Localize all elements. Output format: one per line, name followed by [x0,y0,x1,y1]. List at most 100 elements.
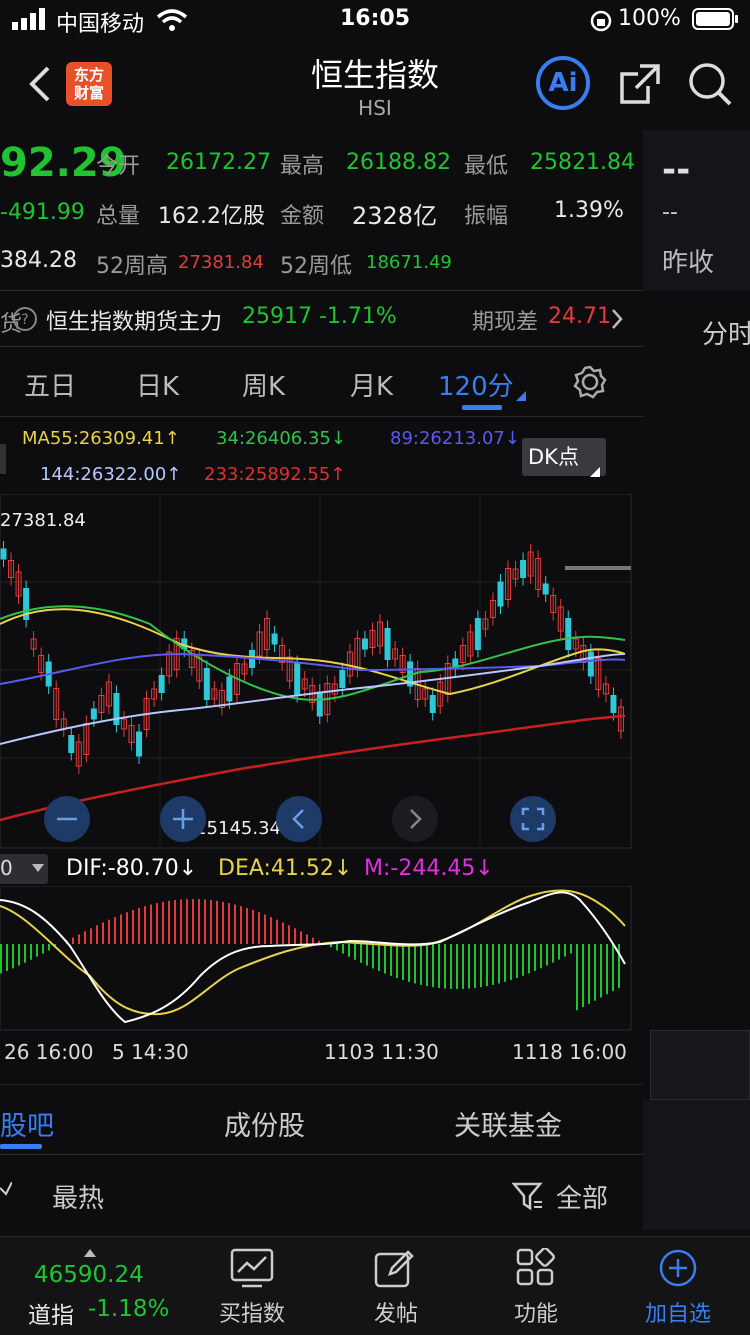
macd-bar [108,920,110,944]
ai-label: Ai [548,68,577,98]
settings-icon[interactable] [572,364,608,404]
filter-all[interactable]: 全部 [556,1178,608,1215]
high-label: 最高 [280,148,324,180]
chevron-left-icon [276,796,322,842]
macd-bar [276,920,278,944]
tab-weekly-k[interactable]: 周K [242,366,285,403]
tab-5day[interactable]: 五日 [24,366,76,403]
macd-bar [90,928,92,944]
macd-bar [144,906,146,944]
section-tab-indicator [0,1144,42,1149]
macd-bar [378,944,380,971]
macd-bar [576,944,578,1010]
macd-bar [552,944,554,963]
macd-bar [438,944,440,988]
amount-label: 金额 [280,198,324,230]
ai-button[interactable]: Ai [536,56,590,110]
x-label: 26 16:00 [4,1040,93,1064]
apps-icon[interactable] [516,1248,556,1292]
share-icon[interactable] [618,62,662,110]
open-label: 今开 [96,148,140,180]
macd-bar [492,944,494,985]
macd-bar [270,917,272,944]
tab-guba[interactable]: 股吧 [0,1104,54,1143]
macd-bar [36,944,38,957]
futures-value: 25917 -1.71% [242,304,397,329]
lock-rotation-icon [590,10,612,38]
macd-bar [432,944,434,987]
macd-bar [192,899,194,944]
candle [317,692,322,716]
zoom-in-button[interactable] [160,796,206,842]
price-change: -491.99 [0,200,85,225]
nav-post[interactable]: 发帖 [356,1296,436,1328]
candle [475,619,480,650]
macd-bar [474,944,476,988]
chart-trend-icon[interactable] [230,1248,274,1292]
macd-bar [606,944,608,994]
macd-bar [504,944,506,982]
nav-functions[interactable]: 功能 [496,1296,576,1328]
macd-bar [210,900,212,944]
ma144-label: 144:26322.00↑ [40,464,181,485]
scroll-left-button[interactable] [276,796,322,842]
tab-120min[interactable]: 120分 [438,366,514,403]
edit-icon[interactable] [374,1248,416,1294]
macd-bar [426,944,428,986]
nav-add-watchlist[interactable]: 加自选 [638,1296,718,1328]
futures-row[interactable]: 货 ? 恒生指数期货主力 25917 -1.71% 期现差 24.71 [0,292,643,346]
macd-bar [528,944,530,973]
macd-chart[interactable] [0,886,632,1032]
candle [69,736,74,753]
macd-bar [372,944,374,968]
nav-buy-index[interactable]: 买指数 [212,1296,292,1328]
candle [588,652,593,676]
macd-bar [72,938,74,944]
dow-value[interactable]: 46590.24 [34,1262,144,1288]
macd-bar [342,944,344,954]
macd-bar [138,908,140,944]
side-tab-intraday[interactable]: 分时 [702,314,750,351]
macd-bar [402,944,404,980]
side-button[interactable] [650,1030,750,1100]
macd-bar [216,901,218,944]
macd-bar [282,922,284,944]
tab-monthly-k[interactable]: 月K [350,366,393,403]
zoom-out-button[interactable] [44,796,90,842]
indicator-select-value: 0 [0,856,13,880]
add-circle-icon[interactable] [658,1248,698,1292]
candle [159,676,164,693]
ma233-label: 233:25892.55↑ [204,464,345,485]
basis-value: 24.71 [548,304,611,329]
amplitude-value: 1.39% [554,198,624,223]
fullscreen-button[interactable] [510,796,556,842]
scroll-right-button[interactable] [392,796,438,842]
sort-hottest[interactable]: 最热 [52,1178,104,1215]
indicator-select[interactable]: 0 [0,854,48,884]
x-label: 1118 16:00 [512,1040,627,1064]
week52-high-value: 27381.84 [178,252,264,273]
carrier-label: 中国移动 [56,6,144,38]
macd-bar [12,944,14,968]
tab-constituents[interactable]: 成份股 [224,1104,305,1143]
prev-close-value: 384.28 [0,248,77,273]
help-icon[interactable]: ? [12,306,38,336]
macd-bar [594,944,596,1001]
search-icon[interactable] [686,60,734,112]
candle [272,634,277,644]
plus-icon [160,796,206,842]
open-value: 26172.27 [166,150,271,175]
chevron-down-icon[interactable] [0,1182,12,1206]
candle [295,664,300,695]
tab-daily-k[interactable]: 日K [136,366,179,403]
dow-label[interactable]: 道指 [28,1296,74,1330]
dow-change[interactable]: -1.18% [88,1296,169,1322]
low-value: 25821.84 [530,150,635,175]
macd-bar [540,944,542,968]
macd-bar [348,944,350,957]
filter-icon[interactable] [512,1180,544,1216]
macd-dea: DEA:41.52↓ [218,856,352,881]
divider [0,290,643,291]
tab-related-funds[interactable]: 关联基金 [454,1104,562,1143]
macd-bar [246,908,248,944]
